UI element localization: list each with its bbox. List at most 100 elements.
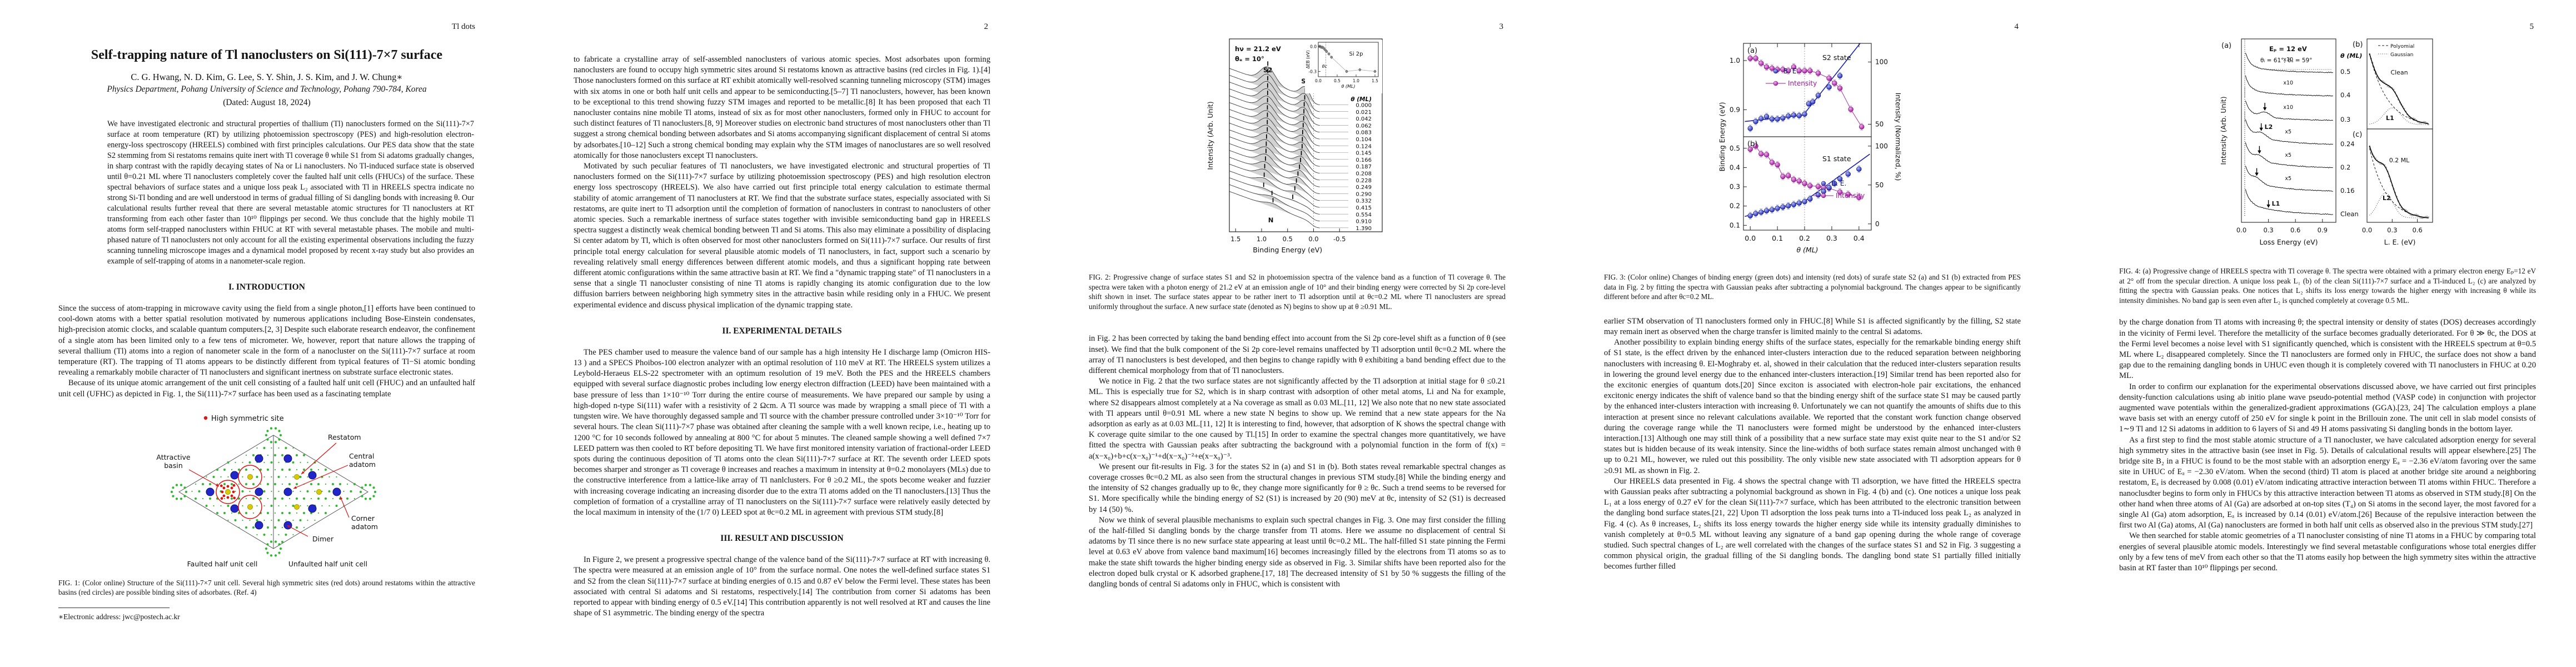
svg-text:1.5: 1.5 bbox=[1230, 235, 1240, 243]
svg-text:0.4: 0.4 bbox=[1730, 163, 1740, 171]
svg-text:Clean: Clean bbox=[2390, 69, 2408, 76]
svg-text:Corner: Corner bbox=[351, 514, 375, 522]
svg-text:0.3: 0.3 bbox=[2263, 226, 2273, 234]
page3-body: in Fig. 2 has been corrected by taking t… bbox=[1089, 334, 1506, 590]
svg-text:0.24: 0.24 bbox=[2340, 140, 2355, 148]
svg-text:Intensity (Normalized, %): Intensity (Normalized, %) bbox=[1894, 93, 1902, 181]
svg-text:0.4: 0.4 bbox=[1853, 234, 1865, 242]
svg-text:0.0: 0.0 bbox=[2362, 226, 2372, 234]
paper-affiliation: Physics Department, Pohang University of… bbox=[107, 84, 427, 94]
body-paragraph: We notice in Fig. 2 that the two surface… bbox=[1089, 377, 1506, 461]
svg-text:1.5: 1.5 bbox=[1372, 78, 1378, 83]
svg-text:0.1: 0.1 bbox=[1772, 234, 1783, 242]
svg-text:0.021: 0.021 bbox=[1356, 109, 1372, 116]
svg-text:Gaussian: Gaussian bbox=[2390, 52, 2413, 58]
svg-text:adatom: adatom bbox=[351, 522, 378, 531]
svg-text:basin: basin bbox=[164, 461, 183, 470]
svg-text:-0.3: -0.3 bbox=[1308, 69, 1317, 74]
svg-text:θᵢ = 61°, θₛ = 59°: θᵢ = 61°, θₛ = 59° bbox=[2260, 57, 2313, 64]
svg-text:0.3: 0.3 bbox=[2340, 116, 2350, 123]
svg-text:Binding Energy (eV): Binding Energy (eV) bbox=[1253, 246, 1322, 254]
svg-text:ΔEB (eV): ΔEB (eV) bbox=[1306, 50, 1311, 68]
svg-text:0.332: 0.332 bbox=[1356, 198, 1372, 205]
svg-text:0.104: 0.104 bbox=[1356, 137, 1372, 143]
page-number-2: 2 bbox=[984, 22, 989, 31]
body-paragraph: in Fig. 2 has been corrected by taking t… bbox=[1089, 334, 1506, 375]
svg-text:θ (ML): θ (ML) bbox=[2340, 52, 2362, 59]
body-paragraph: to fabricate a crystalline array of self… bbox=[574, 55, 990, 160]
svg-text:(a): (a) bbox=[1747, 47, 1757, 55]
page-number-3: 3 bbox=[1499, 22, 1504, 31]
svg-text:x10: x10 bbox=[2283, 80, 2293, 86]
body-paragraph: Another possibility to explain binding e… bbox=[1604, 338, 2021, 475]
svg-text:0.0: 0.0 bbox=[1315, 78, 1322, 83]
svg-text:Clean: Clean bbox=[2340, 210, 2359, 218]
svg-text:(b): (b) bbox=[1747, 140, 1757, 148]
svg-text:0.9: 0.9 bbox=[2318, 226, 2328, 234]
svg-text:0.1: 0.1 bbox=[1730, 221, 1740, 229]
svg-text:0.3: 0.3 bbox=[1730, 183, 1740, 191]
page-2: 2 to fabricate a crystalline array of se… bbox=[515, 0, 1030, 667]
svg-text:Intensity: Intensity bbox=[1836, 192, 1865, 200]
svg-text:0.5: 0.5 bbox=[2340, 68, 2350, 76]
svg-text:adatom: adatom bbox=[349, 460, 376, 469]
svg-text:1.390: 1.390 bbox=[1356, 226, 1372, 232]
svg-text:0.5: 0.5 bbox=[1334, 78, 1341, 83]
footnote: ∗Electronic address: jwc@postech.ac.kr bbox=[58, 608, 475, 621]
page2-result-body: In Figure 2, we present a progressive sp… bbox=[574, 555, 990, 619]
body-paragraph: We present our fit-results in Fig. 3 for… bbox=[1089, 462, 1506, 514]
svg-text:0.415: 0.415 bbox=[1356, 205, 1372, 211]
svg-text:0.083: 0.083 bbox=[1356, 130, 1372, 136]
svg-text:x10: x10 bbox=[2283, 57, 2293, 63]
svg-text:θ (ML): θ (ML) bbox=[1341, 84, 1355, 89]
body-paragraph: Because of its unique atomic arrangement… bbox=[58, 379, 475, 399]
svg-text:0.145: 0.145 bbox=[1356, 151, 1372, 157]
page1-body: Since the success of atom-trapping in mi… bbox=[58, 303, 475, 400]
svg-text:Attractive: Attractive bbox=[156, 453, 191, 461]
svg-text:0: 0 bbox=[1875, 220, 1880, 228]
svg-text:Si 2p: Si 2p bbox=[1349, 51, 1363, 57]
page2-exp-body: The PES chamber used to measure the vale… bbox=[574, 347, 990, 518]
svg-text:100: 100 bbox=[1875, 58, 1888, 66]
svg-text:x5: x5 bbox=[2285, 152, 2291, 158]
svg-text:L1: L1 bbox=[2386, 115, 2394, 122]
svg-text:High symmetric site: High symmetric site bbox=[211, 415, 284, 423]
svg-text:0.3: 0.3 bbox=[2387, 226, 2397, 234]
page-4: 4 1.0 0.9 100 50 (a) S2 state B. E. Intensity 0.… bbox=[1546, 0, 2061, 667]
svg-text:0.290: 0.290 bbox=[1356, 191, 1372, 197]
paper-authors: C. G. Hwang, N. D. Kim, G. Lee, S. Y. Sh… bbox=[131, 72, 403, 82]
svg-text:B. E.: B. E. bbox=[1831, 180, 1846, 187]
body-paragraph: Our HREELS data presented in Fig. 4 show… bbox=[1604, 476, 2021, 571]
figure3-binding-energy-intensity-plot: 1.0 0.9 100 50 (a) S2 state B. E. Intensity 0.5 0… bbox=[1718, 43, 1902, 254]
svg-text:0.0: 0.0 bbox=[1308, 235, 1318, 243]
svg-text:S2: S2 bbox=[1263, 66, 1272, 74]
svg-text:Intensity: Intensity bbox=[1788, 79, 1817, 87]
svg-text:θₑ = 10°: θₑ = 10° bbox=[1235, 55, 1264, 63]
body-paragraph: by the charge donation from Tl atoms wit… bbox=[2119, 318, 2536, 381]
svg-text:θc: θc bbox=[1322, 64, 1328, 69]
svg-text:50: 50 bbox=[1875, 121, 1884, 128]
body-paragraph: As a first step to find the most stable … bbox=[2119, 435, 2536, 530]
svg-text:Loss Energy (eV): Loss Energy (eV) bbox=[2259, 238, 2318, 246]
svg-text:N: N bbox=[1268, 216, 1274, 224]
svg-text:0.2: 0.2 bbox=[1799, 234, 1810, 242]
svg-text:0.3: 0.3 bbox=[1826, 234, 1837, 242]
svg-text:100: 100 bbox=[1875, 142, 1888, 150]
svg-text:0.062: 0.062 bbox=[1356, 123, 1372, 129]
svg-text:-0.5: -0.5 bbox=[1333, 235, 1346, 243]
svg-text:0.042: 0.042 bbox=[1356, 116, 1372, 122]
svg-text:0.2 ML: 0.2 ML bbox=[2389, 157, 2410, 164]
svg-text:x5: x5 bbox=[2285, 129, 2291, 135]
page-5: 5 L1 Clean x5 0.16 x5 0.2 x5 L2 0.24 x10 0.3 x10 0.4… bbox=[2061, 0, 2576, 667]
svg-text:0.228: 0.228 bbox=[1356, 178, 1372, 184]
body-paragraph: The PES chamber used to measure the vale… bbox=[574, 347, 990, 517]
svg-text:Binding Energy (eV): Binding Energy (eV) bbox=[1718, 102, 1726, 172]
svg-text:0.166: 0.166 bbox=[1356, 157, 1372, 163]
svg-text:0.0: 0.0 bbox=[1310, 44, 1317, 49]
svg-text:0.000: 0.000 bbox=[1356, 103, 1372, 109]
figure2-pes-spectra-waterfall: 0.0000.0210.0420.0620.0830.1040.1240.145… bbox=[1206, 38, 1383, 254]
svg-text:θ (ML): θ (ML) bbox=[1351, 96, 1372, 103]
svg-text:Eₚ = 12 eV: Eₚ = 12 eV bbox=[2269, 45, 2307, 53]
svg-text:0.0: 0.0 bbox=[2236, 226, 2246, 234]
